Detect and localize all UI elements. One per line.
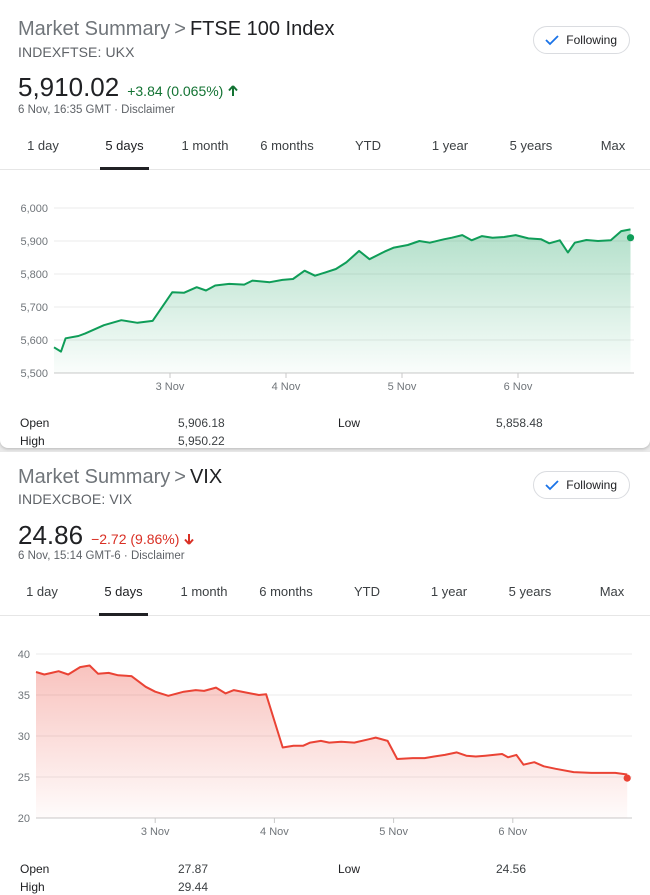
following-label: Following xyxy=(566,33,617,47)
y-tick-label: 6,000 xyxy=(20,203,48,215)
tab-max[interactable]: Max xyxy=(600,138,626,153)
card-title: Market Summary > FTSE 100 Index xyxy=(18,18,334,41)
low-value: 24.56 xyxy=(496,862,527,876)
last-value-dot xyxy=(623,774,631,782)
following-button[interactable]: Following xyxy=(533,471,630,499)
price-row: 5,910.02 +3.84 (0.065%) xyxy=(18,72,239,103)
breadcrumb-separator: > xyxy=(174,466,186,488)
following-button[interactable]: Following xyxy=(533,26,630,54)
x-tick-label: 3 Nov xyxy=(156,381,185,393)
low-label: Low xyxy=(338,862,361,876)
series-line xyxy=(35,664,628,776)
time-range-tabs: 1 day 5 days 1 month 6 months YTD 1 year… xyxy=(0,128,650,170)
timestamp-row: 6 Nov, 16:35 GMT · Disclaimer xyxy=(18,104,175,116)
y-tick-label: 5,800 xyxy=(20,269,48,281)
market-summary-card-vix: Market Summary > VIX INDEXCBOE: VIX Follow… xyxy=(0,452,650,895)
tab-1-day[interactable]: 1 day xyxy=(26,584,58,599)
y-tick-label: 5,500 xyxy=(20,368,48,380)
tab-1-month[interactable]: 1 month xyxy=(180,584,228,599)
y-tick-label: 40 xyxy=(18,649,30,661)
price-change-value: +3.84 (0.065%) xyxy=(127,83,224,99)
tab-1-day[interactable]: 1 day xyxy=(27,138,59,153)
tab-5-years[interactable]: 5 years xyxy=(509,138,553,153)
ticker-symbol: INDEXFTSE: UKX xyxy=(18,44,135,60)
check-icon xyxy=(545,35,559,46)
tab-6-months[interactable]: 6 months xyxy=(259,584,313,599)
x-tick-label: 5 Nov xyxy=(379,826,408,838)
x-tick-label: 4 Nov xyxy=(272,381,301,393)
market-summary-link[interactable]: Market Summary xyxy=(18,18,171,40)
high-value: 5,950.22 xyxy=(178,434,225,448)
current-price: 24.86 xyxy=(18,520,84,550)
tab-6-months[interactable]: 6 months xyxy=(260,138,314,153)
tab-5-days[interactable]: 5 days xyxy=(99,574,148,616)
tab-5-years[interactable]: 5 years xyxy=(508,584,552,599)
x-tick-label: 6 Nov xyxy=(498,826,527,838)
arrow-up-icon xyxy=(228,85,239,96)
open-value: 5,906.18 xyxy=(178,416,225,430)
y-tick-label: 5,700 xyxy=(20,302,48,314)
y-tick-label: 25 xyxy=(18,772,30,784)
market-summary-card-ftse: Market Summary > FTSE 100 Index INDEXFTSE:… xyxy=(0,0,650,448)
high-value: 29.44 xyxy=(178,880,209,894)
timestamp-row: 6 Nov, 15:14 GMT-6 · Disclaimer xyxy=(18,550,185,562)
price-change-value: −2.72 (9.86%) xyxy=(91,531,180,547)
open-label: Open xyxy=(20,862,50,876)
open-label: Open xyxy=(20,416,50,430)
x-tick-label: 4 Nov xyxy=(260,826,289,838)
tab-ytd[interactable]: YTD xyxy=(355,138,381,153)
price-chart[interactable]: 5,500 5,600 5,700 5,800 5,900 6,000 3 Nov 4 Nov… xyxy=(0,171,650,403)
high-label: High xyxy=(20,434,45,448)
index-name: VIX xyxy=(189,466,223,488)
area-fill xyxy=(36,665,628,818)
last-value-dot xyxy=(626,234,635,242)
index-name: FTSE 100 Index xyxy=(189,18,335,40)
current-price: 5,910.02 xyxy=(18,72,120,102)
price-change: +3.84 (0.065%) xyxy=(127,83,239,99)
tab-5-days[interactable]: 5 days xyxy=(100,128,149,170)
time-range-tabs: 1 day 5 days 1 month 6 months YTD 1 year… xyxy=(0,574,650,616)
area-fill xyxy=(54,229,631,373)
tab-1-year[interactable]: 1 year xyxy=(431,138,469,153)
tab-1-month[interactable]: 1 month xyxy=(181,138,229,153)
price-chart[interactable]: 20 25 30 35 40 3 Nov 4 Nov 5 Nov 6 Nov xyxy=(0,617,650,849)
high-label: High xyxy=(20,880,45,894)
check-icon xyxy=(545,480,559,491)
x-tick-label: 6 Nov xyxy=(504,381,533,393)
breadcrumb-separator: > xyxy=(174,18,186,40)
y-tick-label: 5,900 xyxy=(20,236,48,248)
disclaimer-link[interactable]: Disclaimer xyxy=(130,550,185,562)
tab-ytd[interactable]: YTD xyxy=(354,584,380,599)
low-label: Low xyxy=(338,416,361,430)
market-summary-link[interactable]: Market Summary xyxy=(18,466,171,488)
series-line xyxy=(53,228,631,353)
x-tick-label: 5 Nov xyxy=(388,381,417,393)
arrow-down-icon xyxy=(184,534,195,545)
y-tick-label: 35 xyxy=(18,690,30,702)
y-tick-label: 30 xyxy=(18,731,30,743)
x-tick-label: 3 Nov xyxy=(141,826,170,838)
y-tick-label: 20 xyxy=(18,813,30,825)
timestamp: 6 Nov, 15:14 GMT-6 xyxy=(18,550,121,562)
price-row: 24.86 −2.72 (9.86%) xyxy=(18,520,195,551)
ticker-symbol: INDEXCBOE: VIX xyxy=(18,491,133,507)
open-value: 27.87 xyxy=(178,862,209,876)
card-title: Market Summary > VIX xyxy=(18,466,222,489)
tab-1-year[interactable]: 1 year xyxy=(430,584,468,599)
disclaimer-link[interactable]: Disclaimer xyxy=(121,104,175,116)
price-change: −2.72 (9.86%) xyxy=(91,531,195,547)
following-label: Following xyxy=(566,478,617,492)
y-tick-label: 5,600 xyxy=(20,335,48,347)
low-value: 5,858.48 xyxy=(496,416,543,430)
timestamp: 6 Nov, 16:35 GMT xyxy=(18,104,111,116)
tab-max[interactable]: Max xyxy=(599,584,625,599)
